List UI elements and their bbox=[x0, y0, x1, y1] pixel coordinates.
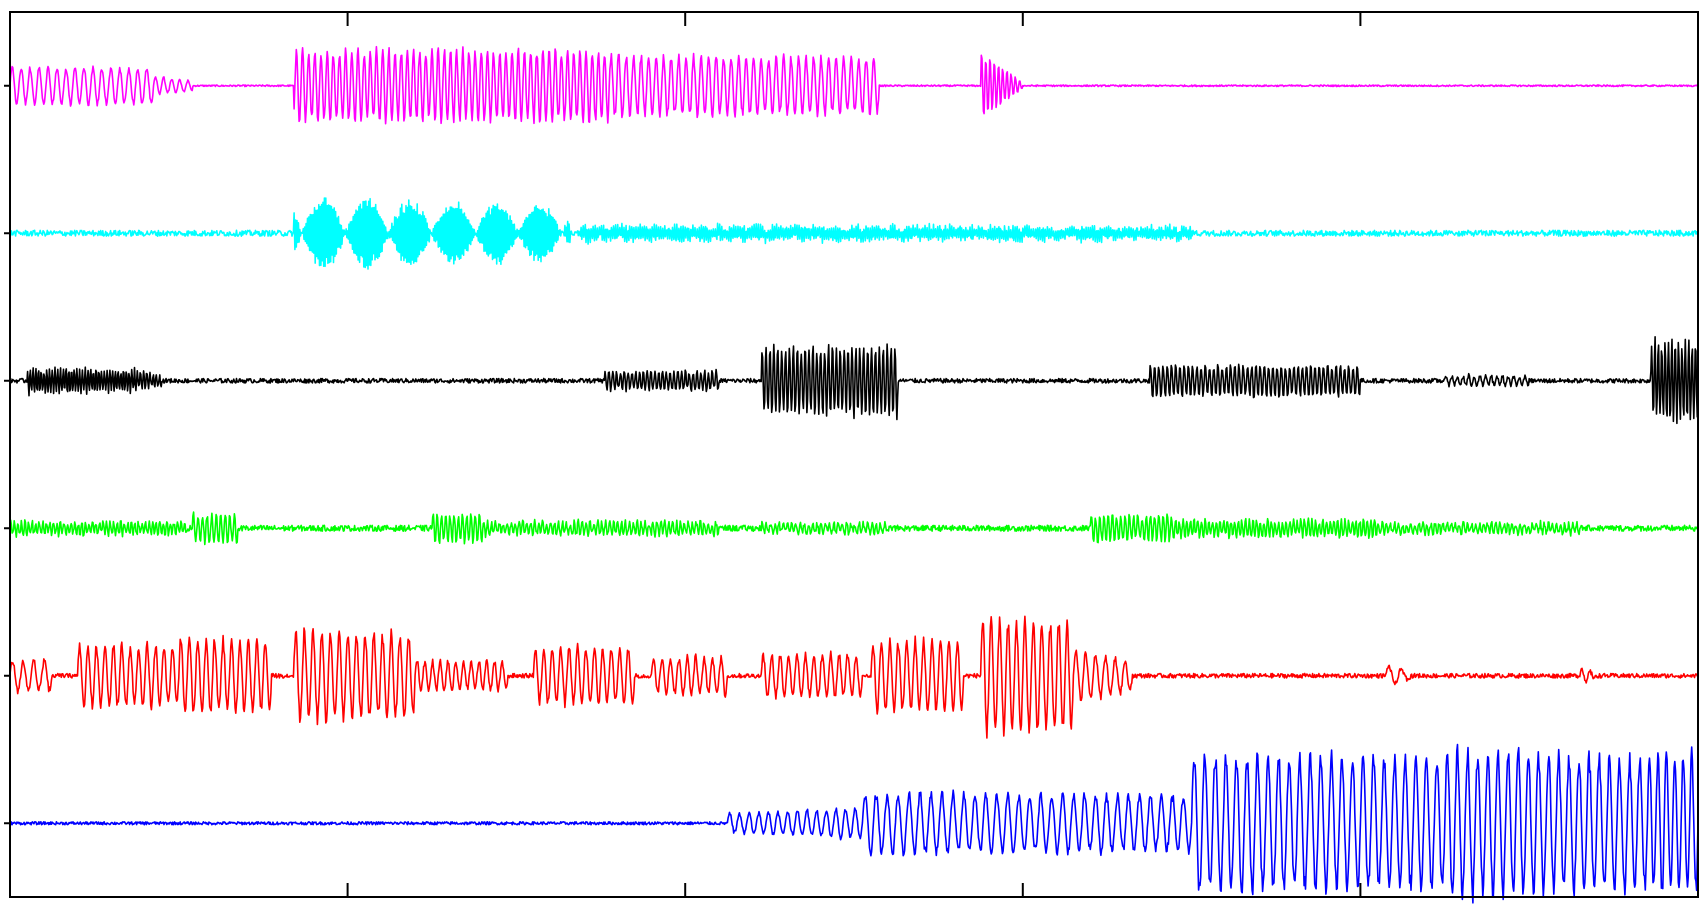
series-line-4 bbox=[9, 511, 1699, 546]
series-line-2 bbox=[9, 197, 1699, 270]
series-line-1 bbox=[9, 45, 1699, 125]
ticks-layer bbox=[4, 12, 1362, 897]
plot-frame bbox=[9, 11, 1699, 898]
series-line-5 bbox=[9, 615, 1699, 739]
series-line-3 bbox=[9, 336, 1699, 425]
series-line-6 bbox=[9, 743, 1699, 904]
traces-layer bbox=[9, 45, 1699, 904]
